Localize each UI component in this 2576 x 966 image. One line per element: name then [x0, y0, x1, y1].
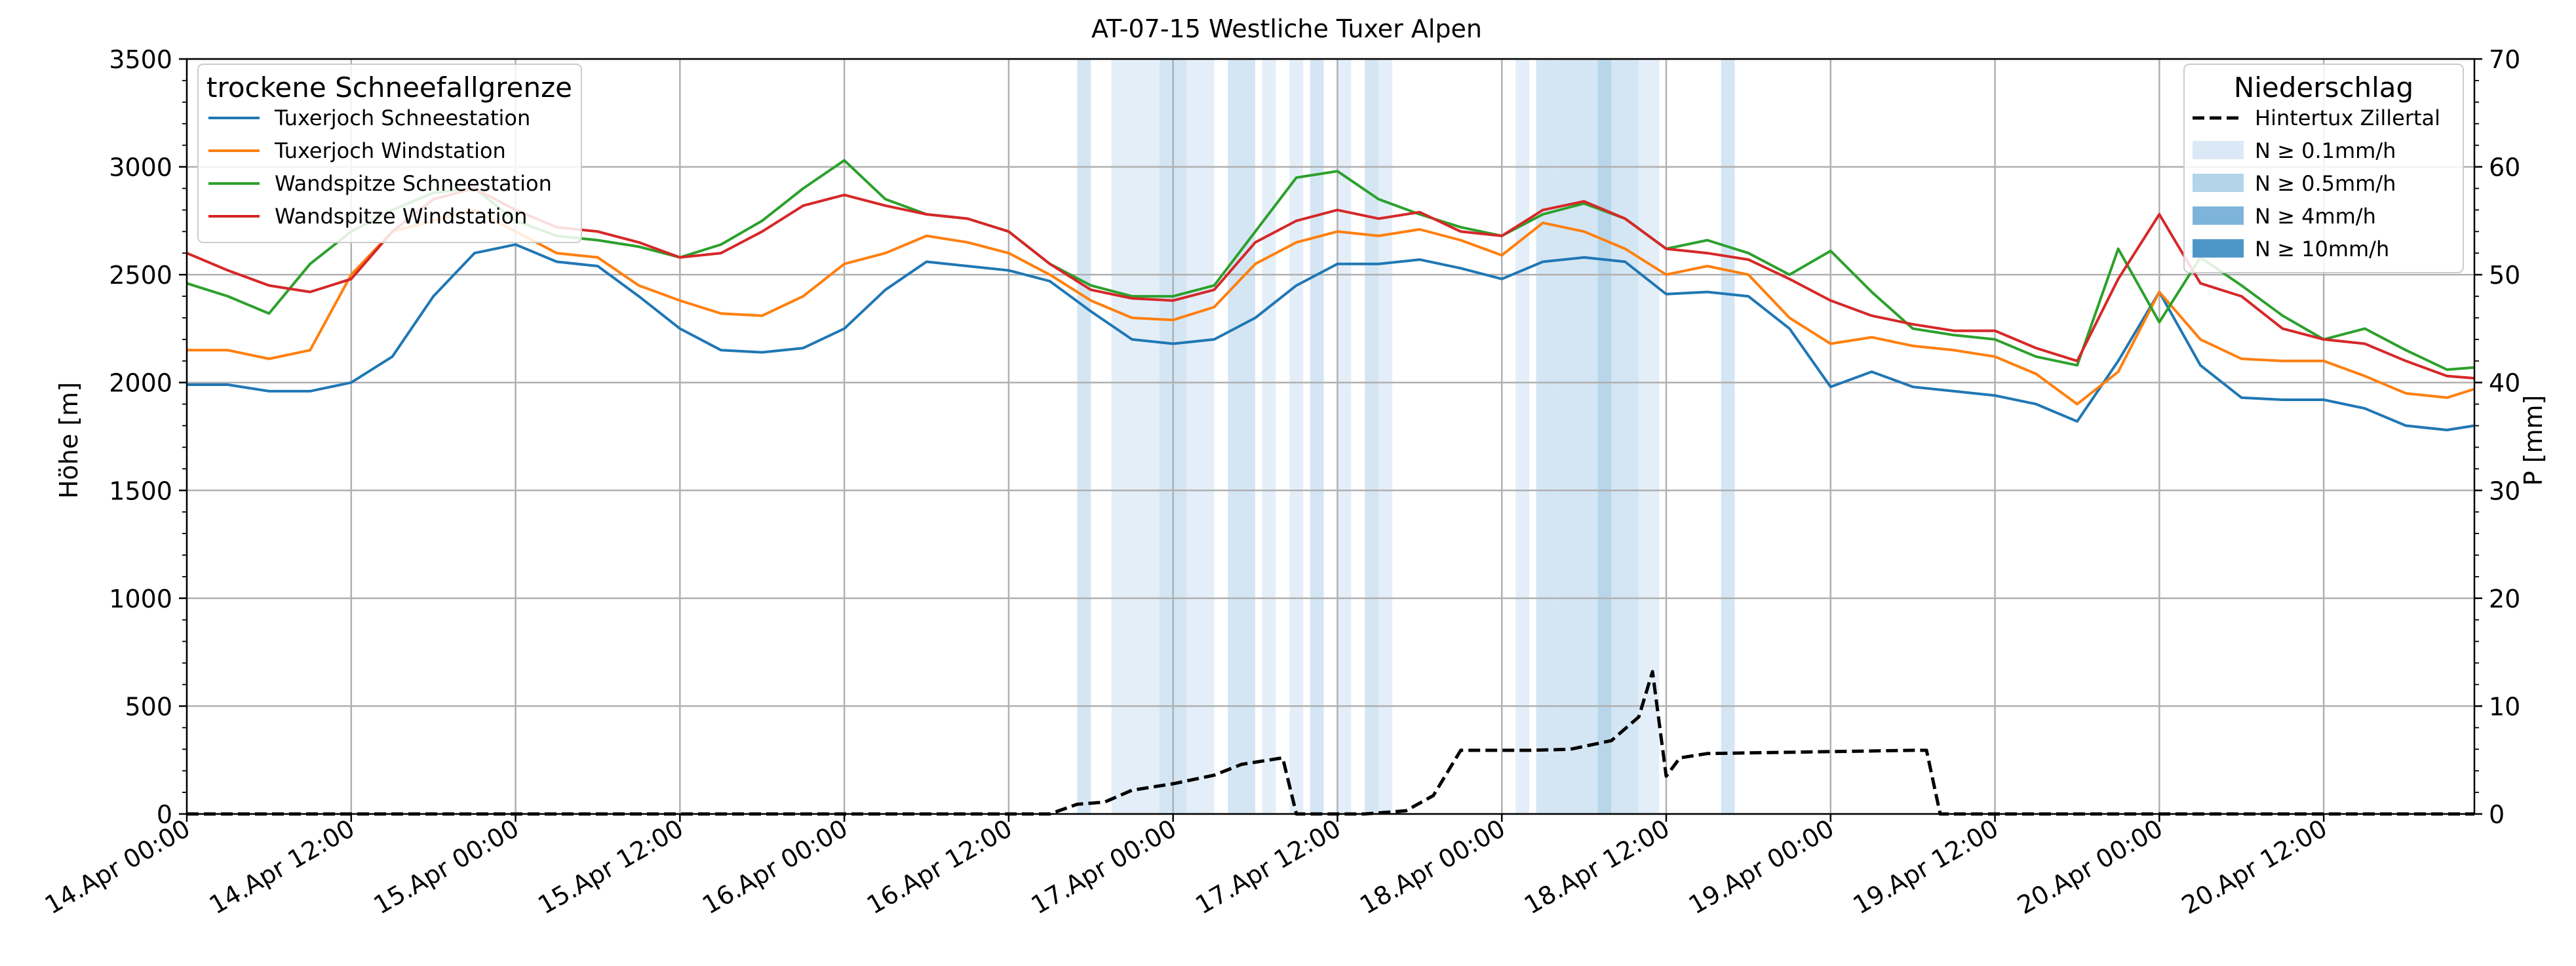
- precip-band: [1721, 59, 1735, 814]
- legend-right-label: N ≥ 4mm/h: [2255, 204, 2376, 229]
- legend-left-box: [197, 64, 582, 243]
- legend-right-label: Hintertux Zillertal: [2255, 106, 2440, 130]
- legend-right-label: N ≥ 0.1mm/h: [2255, 138, 2396, 163]
- precip-band: [1536, 59, 1557, 814]
- legend-right-box: [2183, 64, 2464, 273]
- legend-right-swatch: [2193, 206, 2244, 225]
- x-tick-label: 18.Apr 12:00: [1519, 814, 1675, 920]
- x-tick-label: 19.Apr 00:00: [1684, 814, 1839, 920]
- y-right-tick-label: 30: [2489, 476, 2520, 505]
- y-right-tick-label: 0: [2489, 800, 2505, 829]
- y-right-tick-label: 70: [2489, 45, 2520, 74]
- x-tick-label: 20.Apr 00:00: [2012, 814, 2168, 920]
- precip-band: [1556, 59, 1598, 814]
- y-left-tick-label: 2000: [109, 369, 172, 398]
- legend-right-swatch: [2193, 174, 2244, 192]
- x-tick-label: 15.Apr 00:00: [368, 814, 524, 920]
- precip-bands: [1077, 59, 1735, 814]
- legend-right-swatch: [2193, 239, 2244, 258]
- x-tick-label: 20.Apr 12:00: [2177, 814, 2332, 920]
- series-line-tuxerjoch-windstation: [187, 208, 2475, 406]
- legend-right-swatch: [2193, 141, 2244, 159]
- y-left-tick-label: 0: [157, 800, 172, 829]
- legend-left-label: Wandspitze Windstation: [275, 204, 527, 229]
- y-left-tick-label: 1000: [109, 585, 172, 613]
- y-left-tick-label: 3000: [109, 153, 172, 182]
- x-tick-label: 16.Apr 00:00: [697, 814, 853, 920]
- x-tick-label: 18.Apr 00:00: [1355, 814, 1510, 920]
- series-lines: [186, 159, 2475, 816]
- precip-band: [1310, 59, 1324, 814]
- x-tick-label: 14.Apr 12:00: [205, 814, 360, 920]
- precip-band: [1111, 59, 1160, 814]
- y-left-tick-label: 500: [125, 692, 172, 721]
- precip-band: [1289, 59, 1304, 814]
- precip-band: [1515, 59, 1530, 814]
- y-right-tick-label: 60: [2489, 153, 2520, 182]
- precip-band: [1611, 59, 1639, 814]
- y-right-tick-label: 40: [2489, 369, 2520, 398]
- plot-frame: [185, 58, 2476, 815]
- legend-left-title: trockene Schneefallgrenze: [206, 71, 572, 104]
- y-right-label: P [mm]: [2519, 395, 2548, 486]
- precip-band: [1228, 59, 1256, 814]
- x-tick-label: 17.Apr 00:00: [1026, 814, 1182, 920]
- legend-left-label: Wandspitze Schneestation: [275, 171, 552, 196]
- legend-left-label: Tuxerjoch Windstation: [274, 138, 506, 163]
- legend-right-label: N ≥ 10mm/h: [2255, 237, 2389, 261]
- precip-band: [1186, 59, 1215, 814]
- legend-left-label: Tuxerjoch Schneestation: [274, 106, 530, 130]
- legend-right-title: Niederschlag: [2234, 71, 2413, 104]
- y-right-tick-label: 10: [2489, 692, 2520, 721]
- x-tick-label: 16.Apr 12:00: [862, 814, 1017, 920]
- x-tick-label: 14.Apr 00:00: [40, 814, 195, 920]
- series-line-hintertux-zillertal: [187, 670, 2474, 816]
- legend-right-label: N ≥ 0.5mm/h: [2255, 171, 2396, 196]
- precip-band: [1365, 59, 1379, 814]
- y-right-tick-label: 50: [2489, 261, 2520, 290]
- y-right-tick-label: 20: [2489, 585, 2520, 613]
- precip-band: [1378, 59, 1393, 814]
- precip-band: [1262, 59, 1276, 814]
- precip-band: [1337, 59, 1352, 814]
- x-tick-label: 17.Apr 12:00: [1190, 814, 1346, 920]
- y-left-tick-label: 1500: [109, 476, 172, 505]
- chart-title: AT-07-15 Westliche Tuxer Alpen: [1091, 14, 1482, 43]
- x-tick-label: 19.Apr 12:00: [1848, 814, 2003, 920]
- x-tick-label: 15.Apr 12:00: [533, 814, 688, 920]
- y-left-tick-label: 2500: [109, 261, 172, 290]
- y-left-tick-label: 3500: [109, 45, 172, 74]
- precip-band: [1597, 59, 1612, 814]
- precip-band: [1077, 59, 1091, 814]
- y-left-label: Höhe [m]: [54, 382, 83, 499]
